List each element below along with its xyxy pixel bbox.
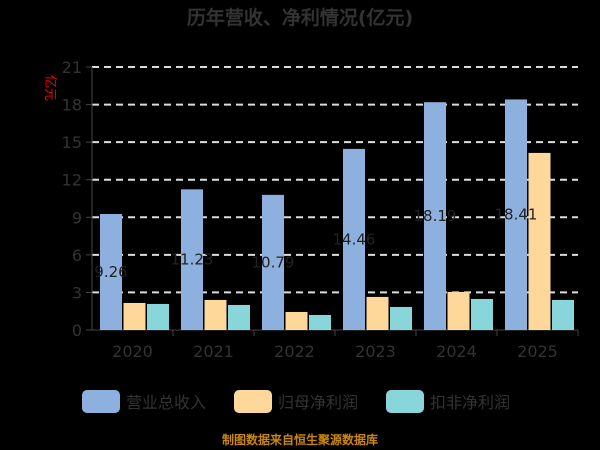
bar-1: [285, 311, 308, 330]
x-tick-label: 2021: [193, 342, 234, 361]
y-tick-label: 0: [72, 321, 82, 340]
data-label: 18.41: [495, 206, 538, 224]
legend-swatch: [82, 390, 120, 413]
bar-0: [424, 102, 446, 331]
x-tick-label: 2024: [436, 342, 477, 361]
x-tick-label: 2022: [274, 342, 315, 361]
legend-label: 扣非净利润: [430, 393, 510, 412]
bar-0: [262, 194, 284, 330]
bar-0: [505, 99, 527, 330]
bar-1: [528, 152, 551, 330]
legend-label: 归母净利润: [278, 393, 358, 412]
bar-1: [447, 291, 470, 330]
bar-2: [147, 303, 169, 330]
source-note: 制图数据来自恒生聚源数据库: [222, 432, 378, 447]
y-tick-label: 15: [62, 133, 82, 152]
chart-title: 历年营收、净利情况(亿元): [187, 6, 413, 29]
y-tick-label: 18: [62, 96, 82, 115]
data-label: 14.46: [333, 230, 376, 248]
legend-label: 营业总收入: [126, 393, 206, 412]
y-tick-label: 9: [72, 208, 82, 227]
bar-2: [309, 314, 331, 330]
data-label: 9.26: [94, 263, 127, 281]
x-tick-label: 2023: [355, 342, 396, 361]
y-axis-label: 亿元: [42, 75, 57, 101]
legend-swatch: [234, 390, 272, 413]
bar-0: [343, 148, 365, 330]
bar-0: [100, 214, 122, 330]
y-tick-label: 6: [72, 246, 82, 265]
x-tick-label: 2020: [112, 342, 153, 361]
y-tick-label: 3: [72, 283, 82, 302]
data-label: 11.23: [171, 251, 214, 269]
x-tick-label: 2025: [517, 342, 558, 361]
data-label: 10.79: [252, 253, 295, 271]
bar-2: [390, 306, 412, 330]
bar-1: [123, 302, 146, 330]
legend-swatch: [386, 390, 424, 413]
bar-2: [471, 298, 493, 330]
bar-2: [228, 304, 250, 330]
bar-1: [366, 296, 389, 330]
bar-0: [181, 189, 203, 330]
bar-2: [552, 299, 574, 330]
y-tick-label: 12: [62, 171, 82, 190]
y-tick-label: 21: [62, 58, 82, 77]
data-label: 18.19: [414, 207, 457, 225]
bar-1: [204, 299, 227, 330]
